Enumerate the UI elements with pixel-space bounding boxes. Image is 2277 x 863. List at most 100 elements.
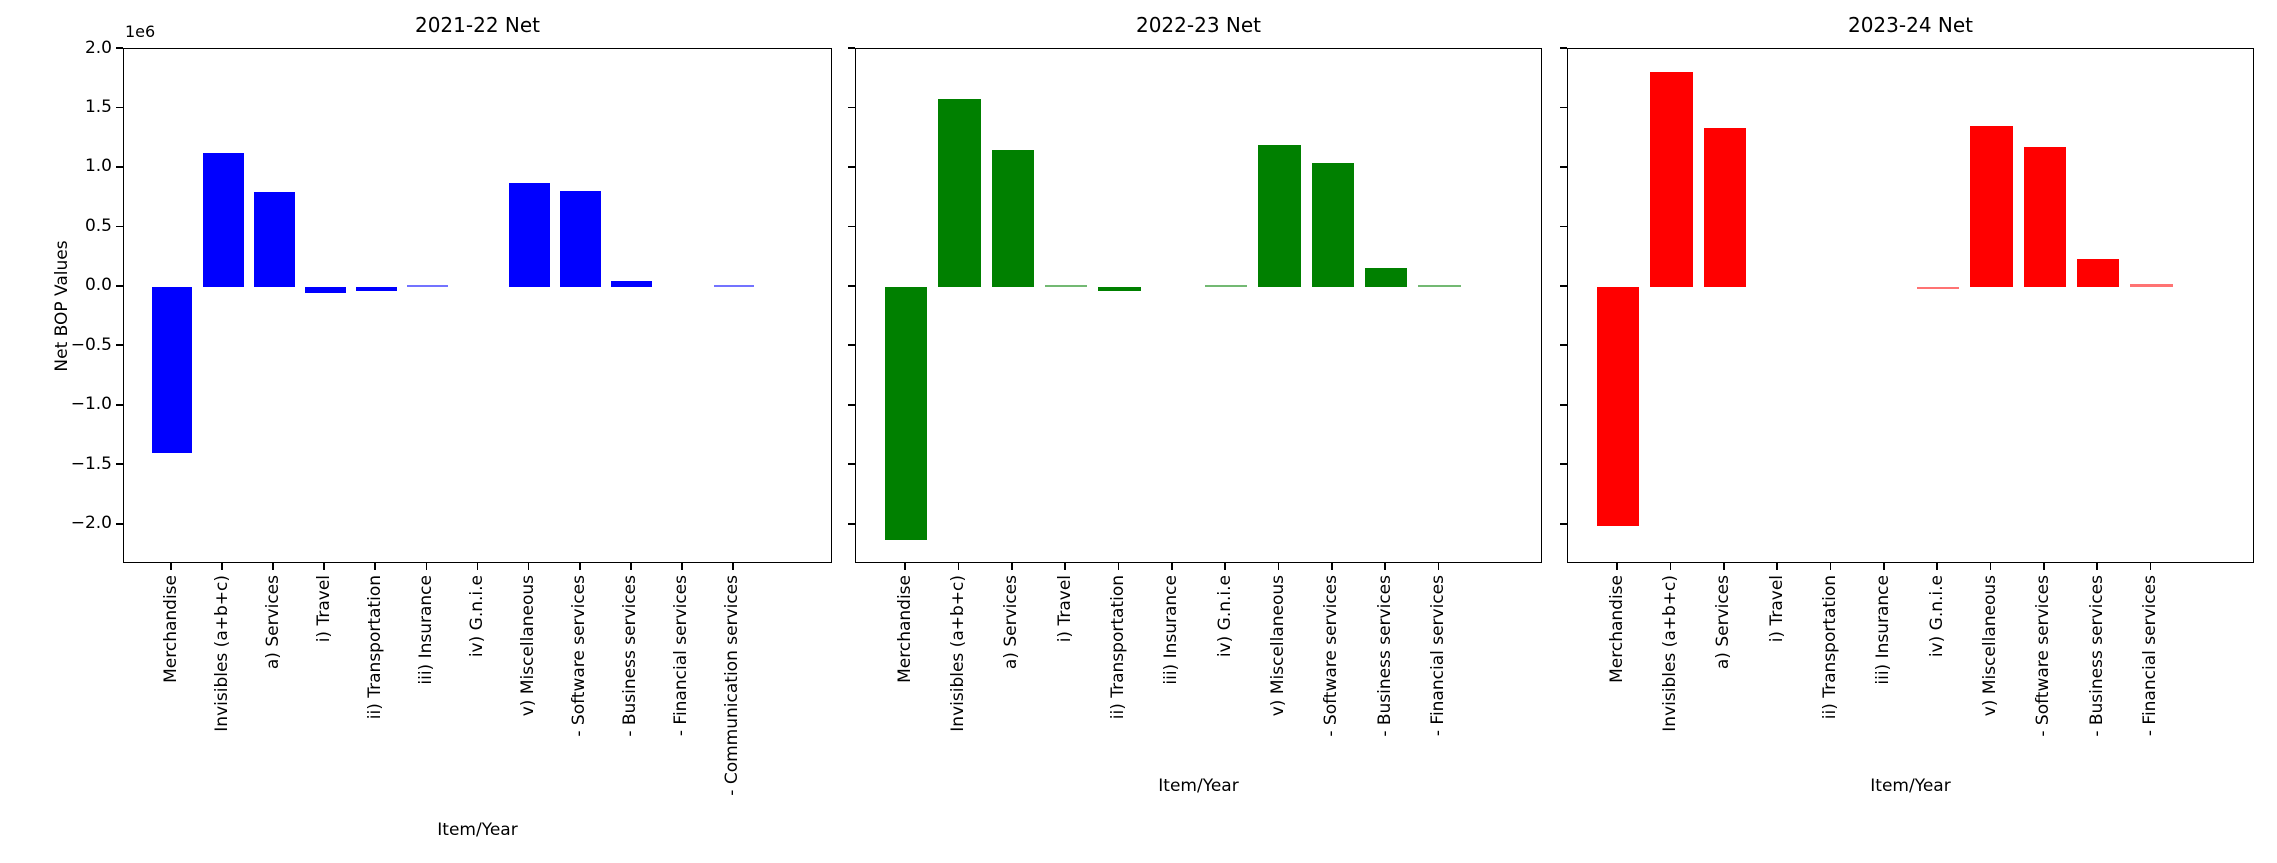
y-tick	[1560, 344, 1567, 347]
x-tick-label: - Software services	[1321, 575, 1342, 737]
x-tick	[1170, 563, 1173, 570]
x-tick	[1117, 563, 1120, 570]
subplot-title-2021-22: 2021-22 Net	[414, 13, 541, 37]
bar-invisibles-a-b-c	[1650, 71, 1693, 287]
bar-v-miscellaneous	[1258, 145, 1301, 287]
y-tick-label: −1.5	[70, 453, 112, 474]
y-tick	[116, 106, 123, 109]
bar-software-services	[2023, 146, 2067, 287]
x-tick	[2042, 563, 2045, 570]
x-tick-label: Merchandise	[1606, 575, 1627, 683]
x-tick-label: - Software services	[569, 575, 590, 737]
y-tick	[116, 285, 123, 287]
y-tick-label: 2.0	[84, 37, 112, 58]
x-tick-label: Merchandise	[160, 575, 181, 683]
subplot-title-2023-24: 2023-24 Net	[1847, 13, 1974, 37]
y-tick	[1560, 47, 1567, 49]
y-tick	[116, 403, 123, 406]
y-tick	[116, 463, 123, 466]
bar-ii-transportation	[355, 286, 397, 292]
x-tick-label: iv) G.n.i.e	[1214, 575, 1235, 658]
plot-area-2021-22	[123, 48, 832, 563]
bar-merchandise	[884, 286, 928, 541]
y-tick	[848, 403, 855, 406]
y-tick-label: 0.0	[84, 275, 112, 296]
x-tick	[527, 563, 530, 570]
x-tick	[2149, 563, 2152, 570]
bar-iv-g-n-i-e	[1916, 286, 1960, 289]
x-tick-label: - Business services	[620, 575, 641, 737]
y-tick	[1560, 166, 1567, 168]
bar-financial-services	[2130, 284, 2173, 287]
x-tick	[1989, 563, 1992, 570]
bar-merchandise	[151, 286, 193, 454]
y-tick-label: 1.0	[84, 156, 112, 177]
x-tick-label: a) Services	[1713, 575, 1734, 670]
x-tick	[629, 563, 632, 570]
bar-communication-services	[713, 285, 755, 287]
plot-area-2022-23	[855, 48, 1542, 563]
y-tick	[116, 47, 123, 49]
y-tick	[1560, 522, 1567, 525]
x-tick	[1224, 563, 1227, 570]
x-tick	[476, 563, 479, 570]
x-tick-label: v) Miscellaneous	[518, 575, 539, 717]
x-tick-label: a) Services	[1001, 575, 1022, 670]
x-tick-label: iv) G.n.i.e	[1926, 575, 1947, 658]
x-tick-label: i) Travel	[1766, 575, 1787, 643]
bar-business-services	[1364, 267, 1408, 287]
x-tick	[1277, 563, 1280, 570]
x-tick	[1437, 563, 1440, 570]
x-tick	[1829, 563, 1832, 570]
x-tick-label: - Financial services	[671, 575, 692, 737]
y-tick	[116, 344, 123, 347]
x-tick	[1384, 563, 1387, 570]
x-tick	[1616, 563, 1618, 570]
x-tick	[1722, 563, 1725, 570]
y-tick-label: 1.5	[84, 97, 112, 117]
bar-i-travel	[304, 286, 346, 294]
y-tick-label: −2.0	[70, 513, 112, 534]
subplot-title-2022-23: 2022-23 Net	[1135, 13, 1262, 37]
y-tick	[848, 463, 855, 466]
x-tick	[904, 563, 906, 570]
y-tick-label: 0.5	[84, 215, 112, 236]
y-tick-label: −1.0	[70, 394, 112, 415]
plot-area-2023-24	[1567, 48, 2254, 563]
y-tick	[848, 522, 855, 525]
x-tick-label: v) Miscellaneous	[1268, 575, 1288, 717]
bar-software-services	[560, 190, 602, 287]
x-tick-label: ii) Transportation	[1820, 575, 1840, 720]
x-tick	[1330, 563, 1333, 570]
x-tick-label: i) Travel	[1054, 575, 1075, 643]
y-tick	[848, 344, 855, 347]
x-tick-label: ii) Transportation	[364, 575, 385, 720]
bar-iv-g-n-i-e	[1204, 285, 1248, 287]
y-tick	[1560, 106, 1567, 109]
x-tick-label: iii) Insurance	[1873, 575, 1894, 685]
x-tick	[1936, 563, 1939, 570]
x-tick	[1776, 563, 1779, 570]
x-tick	[170, 563, 172, 570]
y-tick	[848, 47, 855, 49]
y-tick	[848, 166, 855, 168]
x-tick	[374, 563, 377, 570]
bar-a-services	[991, 150, 1035, 287]
y-tick	[1560, 403, 1567, 406]
x-tick-label: - Financial services	[2140, 575, 2160, 737]
x-axis-label-2022-23: Item/Year	[1158, 776, 1239, 796]
x-tick-label: iv) G.n.i.e	[467, 575, 487, 658]
bar-business-services	[611, 280, 653, 287]
x-tick	[1010, 563, 1013, 570]
x-tick	[680, 563, 683, 570]
y-tick	[848, 225, 855, 228]
x-tick-label: Invisibles (a+b+c)	[1660, 575, 1680, 732]
x-tick-label: ii) Transportation	[1108, 575, 1128, 720]
x-tick-label: - Business services	[1374, 575, 1395, 737]
x-tick	[1882, 563, 1885, 570]
x-tick-label: - Business services	[2086, 575, 2107, 737]
x-tick	[425, 563, 428, 570]
x-tick-label: Invisibles (a+b+c)	[948, 575, 968, 732]
bar-invisibles-a-b-c	[202, 152, 244, 287]
